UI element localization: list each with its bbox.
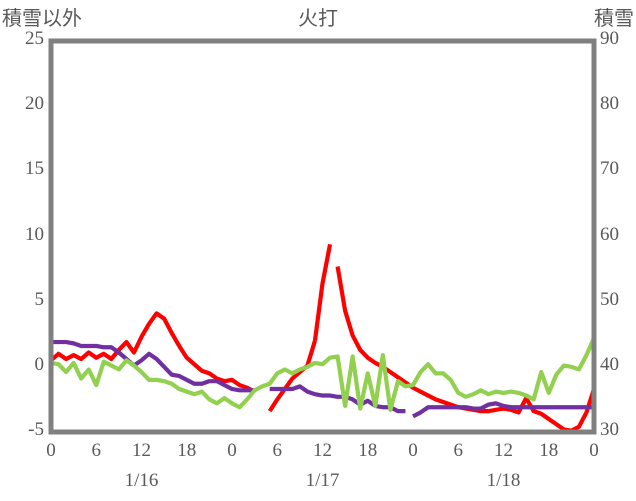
x-tick: 0 xyxy=(408,440,418,461)
series-line-red xyxy=(49,311,256,394)
chart-title: 火打 xyxy=(298,6,338,30)
y-tick-right: 60 xyxy=(600,223,619,245)
x-date-label: 1/16 xyxy=(124,470,159,491)
x-tick: 12 xyxy=(494,440,513,461)
x-tick: 0 xyxy=(589,440,599,461)
series-line-purple xyxy=(269,384,406,414)
x-tick: 6 xyxy=(91,440,102,461)
y-tick-left: 0 xyxy=(34,353,45,375)
y-tick-right: 30 xyxy=(600,419,619,440)
y-tick-right: 90 xyxy=(600,28,619,49)
x-tick: 0 xyxy=(227,440,237,461)
x-tick: 18 xyxy=(358,440,378,461)
series-line-purple xyxy=(51,339,255,393)
y-tick-left: 25 xyxy=(25,28,44,49)
series-line-red xyxy=(312,243,333,342)
y-tick-left: 5 xyxy=(34,288,45,310)
x-tick: 0 xyxy=(46,440,56,461)
y-tick-left: 15 xyxy=(25,158,44,180)
x-date-label: 1/17 xyxy=(305,470,340,491)
y-tick-right: 80 xyxy=(600,93,619,115)
x-tick: 6 xyxy=(453,440,464,461)
x-tick: 18 xyxy=(177,440,197,461)
series-line-green xyxy=(50,337,596,412)
x-tick: 6 xyxy=(272,440,283,461)
y-tick-right: 70 xyxy=(600,158,619,180)
x-date-label: 1/18 xyxy=(486,470,521,491)
y-tick-left: -5 xyxy=(28,419,44,440)
y-tick-right: 40 xyxy=(600,353,619,375)
right-axis-title: 積雪 xyxy=(594,6,634,30)
plot-frame xyxy=(48,38,597,435)
plot-background xyxy=(51,41,594,432)
x-tick: 18 xyxy=(539,440,559,461)
x-tick: 12 xyxy=(132,440,151,461)
y-tick-left: 20 xyxy=(25,93,44,115)
y-tick-left: 10 xyxy=(25,223,44,245)
y-tick-right: 50 xyxy=(600,288,619,310)
x-tick: 12 xyxy=(313,440,332,461)
series-line-purple xyxy=(412,401,594,419)
left-axis-title: 積雪以外 xyxy=(2,6,82,30)
